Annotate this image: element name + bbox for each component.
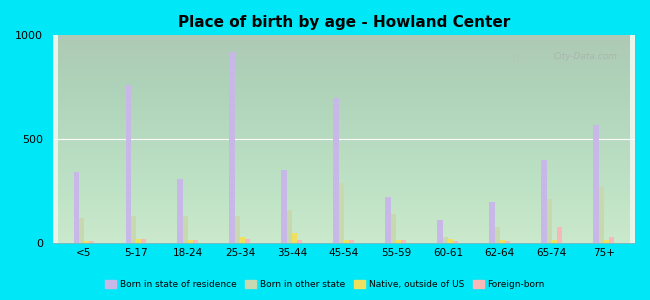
Bar xyxy=(396,240,401,243)
Bar xyxy=(125,85,131,243)
Bar xyxy=(401,240,406,243)
Bar xyxy=(183,216,188,243)
Legend: Born in state of residence, Born in other state, Native, outside of US, Foreign-: Born in state of residence, Born in othe… xyxy=(101,276,549,292)
Bar xyxy=(541,160,547,243)
Bar xyxy=(136,239,141,243)
Bar xyxy=(500,240,505,243)
Bar xyxy=(297,240,302,243)
Bar xyxy=(385,197,391,243)
Bar xyxy=(177,179,183,243)
Title: Place of birth by age - Howland Center: Place of birth by age - Howland Center xyxy=(177,15,510,30)
Bar xyxy=(489,202,495,243)
Bar xyxy=(84,241,89,243)
Bar xyxy=(391,214,396,243)
Bar xyxy=(505,241,510,243)
Bar xyxy=(453,241,458,243)
Bar xyxy=(131,216,136,243)
Bar xyxy=(245,239,250,243)
Bar xyxy=(599,187,604,243)
Text: City-Data.com: City-Data.com xyxy=(554,52,617,61)
Bar xyxy=(495,226,500,243)
Bar xyxy=(89,241,94,243)
Bar xyxy=(79,218,84,243)
Bar xyxy=(443,237,448,243)
Bar xyxy=(281,170,287,243)
Bar xyxy=(193,240,198,243)
Text: Ⓠ: Ⓠ xyxy=(513,52,519,62)
Bar xyxy=(73,172,79,243)
Bar xyxy=(552,240,557,243)
Bar xyxy=(339,183,344,243)
Bar xyxy=(547,200,552,243)
Bar xyxy=(609,237,614,243)
Bar xyxy=(344,240,349,243)
Bar xyxy=(141,239,146,243)
Bar xyxy=(349,240,354,243)
Bar xyxy=(188,240,193,243)
Bar xyxy=(235,216,240,243)
Bar xyxy=(593,125,599,243)
Bar xyxy=(240,237,245,243)
Bar xyxy=(557,226,562,243)
Bar xyxy=(287,210,292,243)
Bar xyxy=(448,239,453,243)
Bar xyxy=(229,52,235,243)
Bar xyxy=(437,220,443,243)
Bar xyxy=(604,240,609,243)
Bar xyxy=(292,233,297,243)
Bar xyxy=(333,98,339,243)
